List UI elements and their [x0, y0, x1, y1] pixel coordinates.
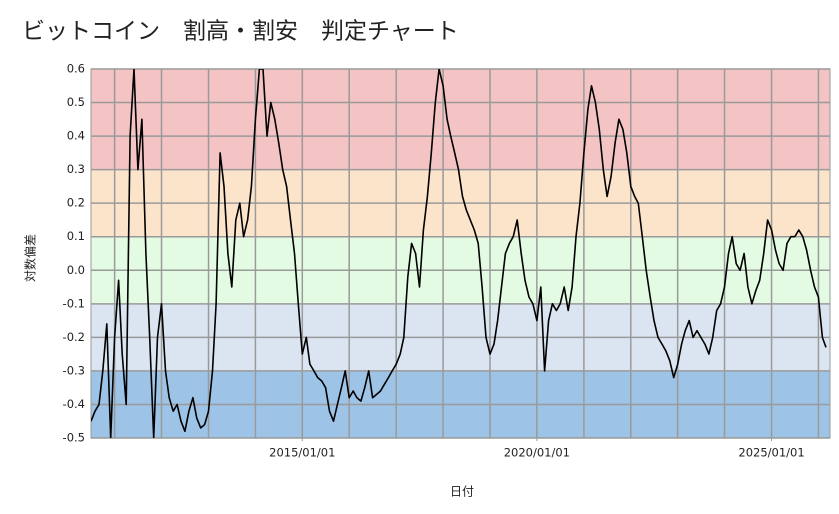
chart-title: ビットコイン 割高・割安 判定チャート [22, 19, 459, 45]
y-tick-label: -0.3 [63, 363, 85, 377]
x-tick-label: 2015/01/01 [269, 446, 335, 460]
y-tick-label: -0.1 [63, 296, 85, 310]
plot-area [91, 69, 827, 438]
y-tick-label: -0.4 [63, 397, 85, 411]
y-tick-label: 0.2 [67, 196, 85, 210]
y-tick-label: 0.5 [67, 95, 85, 109]
y-tick-label: -0.5 [63, 431, 85, 445]
y-tick-label: 0.3 [67, 162, 85, 176]
x-tick-label: 2020/01/01 [504, 446, 570, 460]
y-tick-label: 0.0 [67, 263, 85, 277]
plot-border [90, 68, 831, 439]
line [91, 69, 827, 438]
y-axis-label: 対数偏差 [23, 234, 38, 282]
band [91, 69, 830, 170]
y-tick-label: 0.1 [67, 229, 85, 243]
y-tick-label: 0.4 [67, 129, 85, 143]
x-tick-label: 2025/01/01 [738, 446, 804, 460]
y-tick-label: -0.2 [63, 330, 85, 344]
y-tick-label: 0.6 [67, 62, 85, 76]
x-axis-label: 日付 [450, 485, 474, 499]
